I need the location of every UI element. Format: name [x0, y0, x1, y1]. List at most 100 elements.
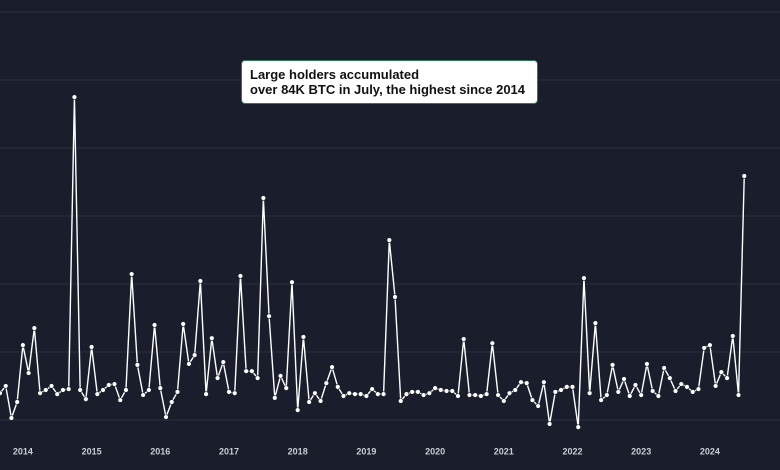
point [592, 320, 599, 326]
point [128, 271, 135, 277]
point [272, 395, 278, 401]
point [506, 390, 513, 396]
point [157, 385, 164, 391]
point [609, 362, 616, 368]
point [0, 390, 3, 396]
point [134, 362, 141, 368]
point [357, 391, 364, 397]
point [438, 387, 444, 393]
point [214, 375, 221, 381]
point [335, 384, 341, 390]
point [266, 313, 272, 319]
point [581, 275, 587, 281]
point [283, 385, 289, 391]
x-tick-label: 2022 [562, 446, 582, 456]
point [564, 384, 570, 390]
point [569, 384, 576, 390]
point [529, 397, 536, 403]
point [8, 415, 15, 421]
point [415, 389, 421, 395]
point [352, 391, 358, 397]
point [501, 398, 507, 404]
point [169, 399, 175, 405]
point [598, 397, 604, 403]
point [209, 335, 215, 341]
point [432, 385, 438, 391]
point [403, 391, 410, 397]
point [20, 342, 26, 348]
point [25, 370, 32, 376]
point [724, 375, 730, 381]
x-tick-label: 2024 [700, 446, 720, 456]
point [386, 237, 392, 243]
point [48, 383, 55, 389]
point [43, 387, 49, 393]
point [54, 391, 60, 397]
x-tick-label: 2015 [82, 446, 102, 456]
point [449, 388, 455, 394]
point [117, 397, 123, 403]
point [523, 380, 530, 386]
point [552, 389, 559, 395]
point [672, 388, 679, 394]
point [243, 368, 249, 374]
point [146, 387, 152, 393]
point [226, 389, 232, 395]
point [123, 387, 129, 393]
annotation-line: Large holders accumulated [250, 67, 420, 82]
point [277, 373, 284, 379]
point [392, 294, 398, 300]
point [306, 399, 312, 405]
point [741, 173, 747, 179]
point [3, 383, 9, 389]
point [718, 369, 725, 375]
x-tick-label: 2014 [13, 446, 33, 456]
point [346, 390, 352, 396]
point [701, 345, 707, 351]
point [111, 381, 118, 387]
point [558, 387, 564, 393]
point [546, 421, 553, 427]
point [420, 392, 427, 398]
x-tick-label: 2020 [425, 446, 445, 456]
point [249, 368, 255, 374]
point [455, 393, 461, 399]
point [667, 375, 673, 381]
point [260, 195, 267, 201]
x-tick-label: 2019 [356, 446, 376, 456]
point [649, 388, 656, 394]
point [151, 322, 158, 328]
point [632, 382, 639, 388]
point [140, 392, 146, 398]
point [730, 333, 736, 339]
point [94, 391, 101, 397]
point [237, 273, 244, 279]
point [586, 390, 593, 396]
point [363, 393, 370, 399]
point [329, 364, 335, 370]
point [375, 391, 381, 397]
point [197, 278, 204, 284]
point [678, 381, 684, 387]
point [535, 403, 541, 409]
x-tick-label: 2017 [219, 446, 239, 456]
point [60, 387, 66, 393]
point [174, 389, 181, 395]
point [615, 389, 621, 395]
point [638, 392, 644, 398]
point [220, 359, 226, 365]
point [398, 398, 404, 404]
point [472, 392, 478, 398]
point [289, 279, 295, 285]
line [0, 96, 745, 428]
point [380, 391, 387, 397]
point [661, 365, 667, 371]
point [512, 387, 518, 393]
point [409, 389, 415, 395]
point [369, 386, 375, 392]
point [37, 390, 43, 396]
point [443, 388, 450, 394]
point [575, 424, 581, 430]
point [65, 386, 72, 392]
